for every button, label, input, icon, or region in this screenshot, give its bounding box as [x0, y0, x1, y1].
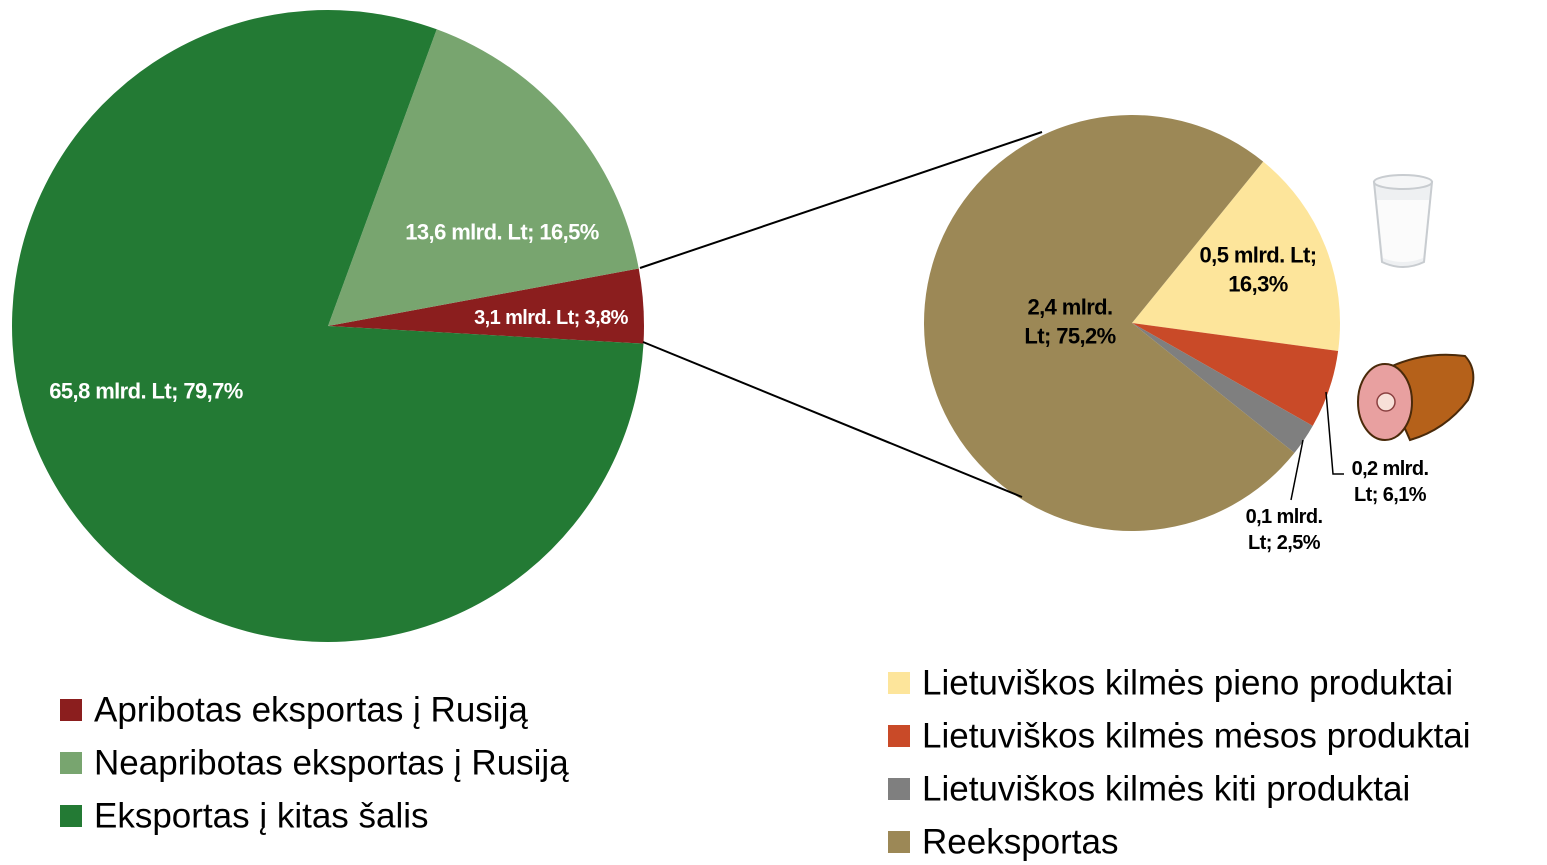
legend-swatch	[888, 672, 910, 694]
legend-label: Apribotas eksportas į Rusiją	[94, 690, 528, 729]
slice-label: 13,6 mlrd. Lt; 16,5%	[372, 219, 632, 248]
slice-label: 2,4 mlrd. Lt; 75,2%	[1015, 293, 1125, 350]
legend-swatch	[888, 778, 910, 800]
slice-label: 0,5 mlrd. Lt; 16,3%	[1196, 241, 1321, 298]
legend-swatch	[888, 725, 910, 747]
legend-label: Eksportas į kitas šalis	[94, 796, 429, 835]
slice-label: 3,1 mlrd. Lt; 3,8%	[441, 305, 661, 331]
slice-label: 0,2 mlrd. Lt; 6,1%	[1340, 456, 1440, 508]
legend-label: Lietuviškos kilmės mėsos produktai	[922, 716, 1471, 755]
legend-label: Reeksportas	[922, 822, 1118, 861]
legend-label: Lietuviškos kilmės kiti produktai	[922, 769, 1410, 808]
slice-label: 65,8 mlrd. Lt; 79,7%	[6, 378, 286, 407]
legend-swatch	[888, 831, 910, 853]
legend-swatch	[60, 752, 82, 774]
page: Apribotas eksportas į Rusiją Neapribotas …	[0, 0, 1547, 865]
ham-icon	[1358, 355, 1473, 440]
milk-icon	[1374, 175, 1432, 267]
slice-label: 0,1 mlrd. Lt; 2,5%	[1234, 504, 1334, 556]
legend-label: Lietuviškos kilmės pieno produktai	[922, 663, 1453, 702]
legend-label: Neapribotas eksportas į Rusiją	[94, 743, 569, 782]
chart: Apribotas eksportas į Rusiją Neapribotas …	[0, 0, 1547, 865]
legend-swatch	[60, 805, 82, 827]
legend-swatch	[60, 699, 82, 721]
